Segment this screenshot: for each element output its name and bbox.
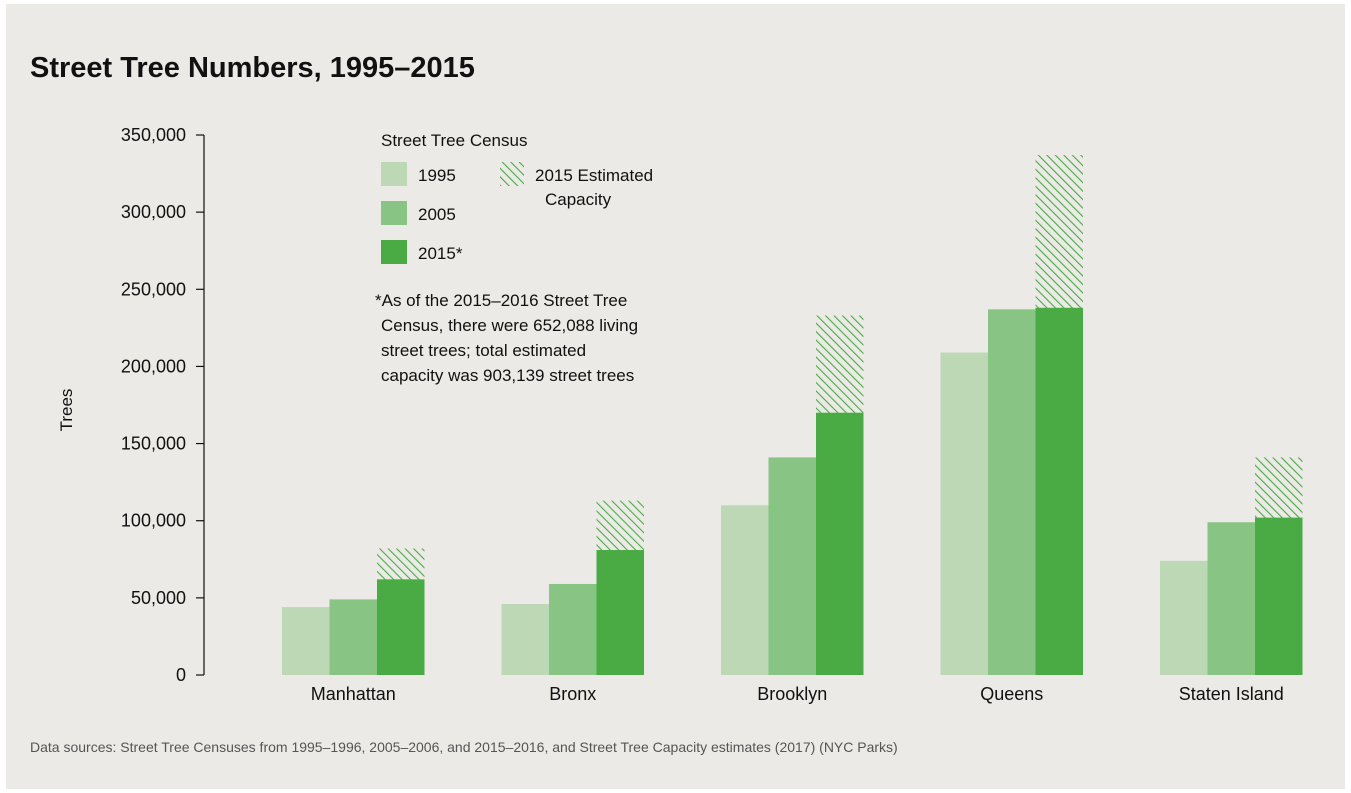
legend-swatch-capacity bbox=[500, 162, 524, 186]
legend-label-2005: 2005 bbox=[418, 205, 456, 224]
legend-swatch-1995 bbox=[381, 162, 407, 186]
bar-2005-staten-island bbox=[1207, 522, 1255, 675]
y-tick-label: 200,000 bbox=[121, 356, 186, 376]
bar-2015-manhattan bbox=[377, 579, 425, 675]
legend-swatch-2015 bbox=[381, 240, 407, 264]
bar-2005-queens bbox=[988, 309, 1036, 675]
legend-swatch-2005 bbox=[381, 201, 407, 225]
legend-label-1995: 1995 bbox=[418, 166, 456, 185]
y-tick-label: 0 bbox=[176, 665, 186, 685]
legend-title: Street Tree Census bbox=[381, 131, 527, 150]
chart-panel bbox=[6, 4, 1345, 789]
legend-label-capacity-line2: Capacity bbox=[545, 190, 612, 209]
category-label: Staten Island bbox=[1179, 684, 1284, 704]
category-label: Brooklyn bbox=[757, 684, 827, 704]
bar-2015-brooklyn bbox=[816, 412, 864, 675]
bar-1995-staten-island bbox=[1160, 560, 1208, 675]
bar-2005-manhattan bbox=[329, 599, 377, 675]
y-tick-label: 100,000 bbox=[121, 511, 186, 531]
legend-label-2015: 2015* bbox=[418, 244, 463, 263]
bar-2015-staten-island bbox=[1255, 517, 1303, 675]
bar-1995-queens bbox=[940, 352, 988, 675]
bar-1995-bronx bbox=[501, 604, 549, 675]
y-tick-label: 150,000 bbox=[121, 434, 186, 454]
y-tick-label: 50,000 bbox=[131, 588, 186, 608]
note-line-2: Census, there were 652,088 living bbox=[381, 316, 638, 335]
y-tick-label: 300,000 bbox=[121, 202, 186, 222]
y-tick-label: 350,000 bbox=[121, 125, 186, 145]
category-label: Queens bbox=[980, 684, 1043, 704]
bar-2015-queens bbox=[1035, 307, 1083, 675]
bar-2015-bronx bbox=[596, 550, 644, 675]
source-note: Data sources: Street Tree Censuses from … bbox=[30, 739, 898, 755]
bar-1995-brooklyn bbox=[721, 505, 769, 675]
bar-2005-bronx bbox=[549, 583, 597, 675]
bar-1995-manhattan bbox=[282, 607, 330, 675]
y-axis-title: Trees bbox=[57, 389, 76, 432]
bar-2005-brooklyn bbox=[768, 457, 816, 675]
legend-label-capacity-line1: 2015 Estimated bbox=[535, 166, 653, 185]
category-label: Manhattan bbox=[311, 684, 396, 704]
note-line-4: capacity was 903,139 street trees bbox=[381, 366, 634, 385]
y-tick-label: 250,000 bbox=[121, 279, 186, 299]
note-line-3: street trees; total estimated bbox=[381, 341, 586, 360]
category-label: Bronx bbox=[549, 684, 596, 704]
chart-title: Street Tree Numbers, 1995–2015 bbox=[30, 52, 475, 84]
note-line-1: *As of the 2015–2016 Street Tree bbox=[375, 291, 627, 310]
